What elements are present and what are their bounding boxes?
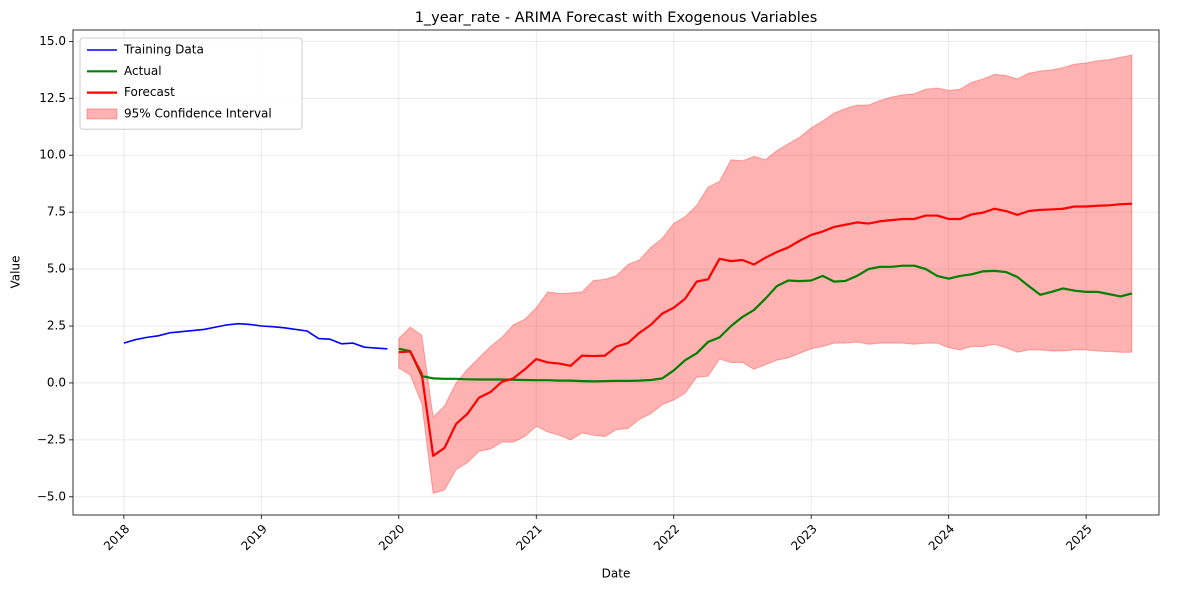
y-axis-label: Value	[9, 256, 23, 289]
data-line	[398, 264, 1133, 383]
x-axis-label: Date	[602, 567, 631, 581]
y-tick-label: 10.0	[39, 148, 66, 162]
legend-box	[79, 37, 303, 130]
chart-title: 1_year_rate - ARIMA Forecast with Exogen…	[415, 10, 818, 26]
legend-swatch	[86, 108, 118, 120]
y-tick-label: 2.5	[47, 319, 66, 333]
y-tick-label: 7.5	[47, 205, 66, 219]
confidence-band	[398, 54, 1133, 495]
data-line	[123, 322, 388, 350]
legend-label: Training Data	[123, 43, 204, 57]
legend-label: Actual	[124, 64, 162, 78]
y-tick-label: 15.0	[39, 34, 66, 48]
y-tick-label: −2.5	[37, 432, 66, 446]
legend-label: 95% Confidence Interval	[124, 106, 272, 120]
y-tick-label: −5.0	[37, 489, 66, 503]
y-tick-label: 5.0	[47, 262, 66, 276]
y-tick-label: 0.0	[47, 375, 66, 389]
data-line	[398, 202, 1132, 457]
legend-label: Forecast	[124, 85, 175, 99]
y-tick-label: 12.5	[39, 91, 66, 105]
plot-frame	[72, 29, 1160, 516]
